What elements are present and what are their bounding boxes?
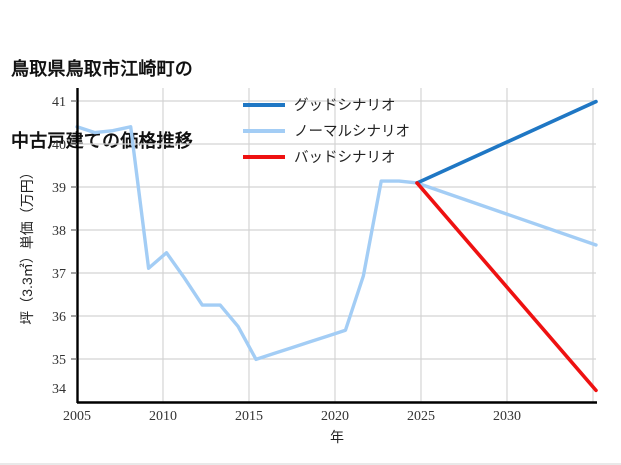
y-tick-label-40: 40 bbox=[52, 138, 66, 153]
bottom-divider bbox=[0, 463, 621, 465]
y-tick-label-35: 35 bbox=[52, 353, 66, 368]
series-line-bad bbox=[415, 181, 598, 393]
y-axis-title: 坪（3.3㎡）単価（万円） bbox=[19, 165, 35, 324]
y-tick-label-41: 41 bbox=[52, 95, 66, 110]
y-tick-label-36: 36 bbox=[52, 310, 66, 325]
y-tick-label-37: 37 bbox=[52, 267, 66, 282]
chart-title-line-2: 中古戸建ての価格推移 bbox=[11, 131, 193, 152]
x-tick-label-2010: 2010 bbox=[149, 409, 177, 424]
chart-title-line-1: 鳥取県鳥取市江崎町の bbox=[11, 58, 193, 79]
y-tick-label-34: 34 bbox=[52, 382, 66, 397]
series-line-good bbox=[415, 99, 598, 185]
y-tick-marks bbox=[71, 100, 77, 360]
series-line-normal bbox=[75, 125, 598, 362]
chart-legend: グッドシナリオ ノーマルシナリオ バッドシナリオ bbox=[243, 97, 410, 166]
horizontal-gridlines bbox=[77, 100, 596, 403]
legend-label-good: グッドシナリオ bbox=[294, 97, 396, 114]
y-tick-label-39: 39 bbox=[52, 181, 66, 196]
x-tick-label-2020: 2020 bbox=[321, 409, 349, 424]
y-tick-label-38: 38 bbox=[52, 224, 66, 239]
legend-label-normal: ノーマルシナリオ bbox=[294, 124, 410, 140]
legend-label-bad: バッドシナリオ bbox=[294, 150, 396, 166]
x-tick-label-2025: 2025 bbox=[407, 409, 435, 424]
chart-title: 鳥取県鳥取市江崎町の 中古戸建ての価格推移 bbox=[11, 8, 193, 202]
x-tick-label-2030: 2030 bbox=[493, 409, 521, 424]
x-axis-title: 年 bbox=[330, 429, 344, 445]
x-tick-label-2015: 2015 bbox=[235, 409, 263, 424]
x-tick-label-2005: 2005 bbox=[63, 409, 91, 424]
